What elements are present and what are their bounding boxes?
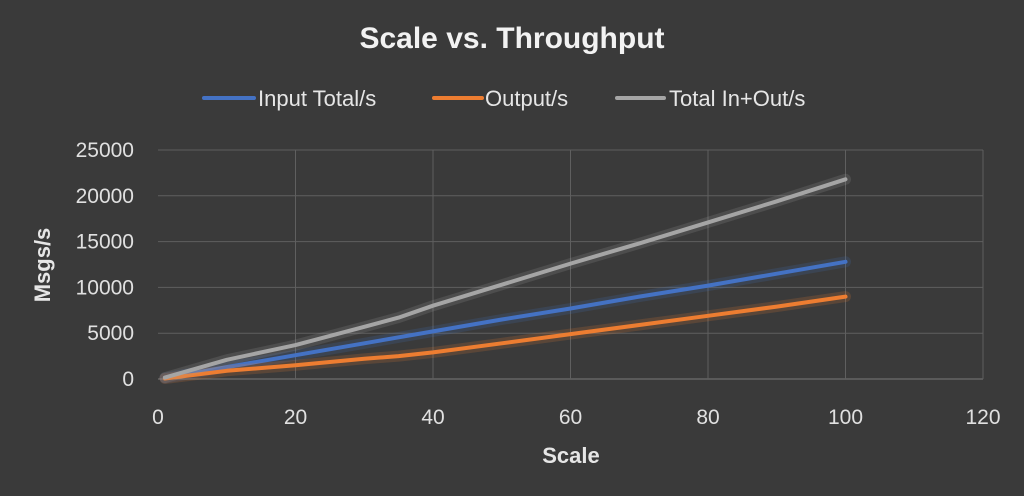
series-line-1 — [162, 259, 848, 381]
y-axis-label: Msgs/s — [30, 228, 55, 303]
series-group — [159, 173, 851, 384]
series-line-2 — [162, 294, 848, 381]
y-tick-label: 25000 — [76, 139, 134, 162]
y-tick-label: 15000 — [76, 231, 134, 254]
x-tick-label: 80 — [696, 406, 719, 429]
legend-label: Input Total/s — [258, 86, 376, 111]
x-tick-label: 40 — [421, 406, 444, 429]
x-tick-label: 120 — [965, 406, 1000, 429]
x-axis-label: Scale — [542, 443, 600, 468]
y-tick-label: 0 — [122, 368, 134, 391]
y-tick-label: 10000 — [76, 276, 134, 299]
x-tick-label: 20 — [284, 406, 307, 429]
x-tick-label: 0 — [152, 406, 164, 429]
y-tick-label: 5000 — [87, 322, 134, 345]
x-tick-label: 60 — [559, 406, 582, 429]
legend-label: Total In+Out/s — [669, 86, 805, 111]
legend-label: Output/s — [485, 86, 568, 111]
x-tick-label: 100 — [828, 406, 863, 429]
chart-title: Scale vs. Throughput — [359, 22, 664, 55]
y-tick-label: 20000 — [76, 185, 134, 208]
y-axis-ticks: 0 5000 10000 15000 20000 25000 — [76, 139, 134, 391]
x-axis-ticks: 0 20 40 60 80 100 120 — [152, 406, 1000, 429]
legend: Input Total/s Output/s Total In+Out/s — [202, 86, 805, 111]
series-line-3 — [162, 177, 848, 380]
